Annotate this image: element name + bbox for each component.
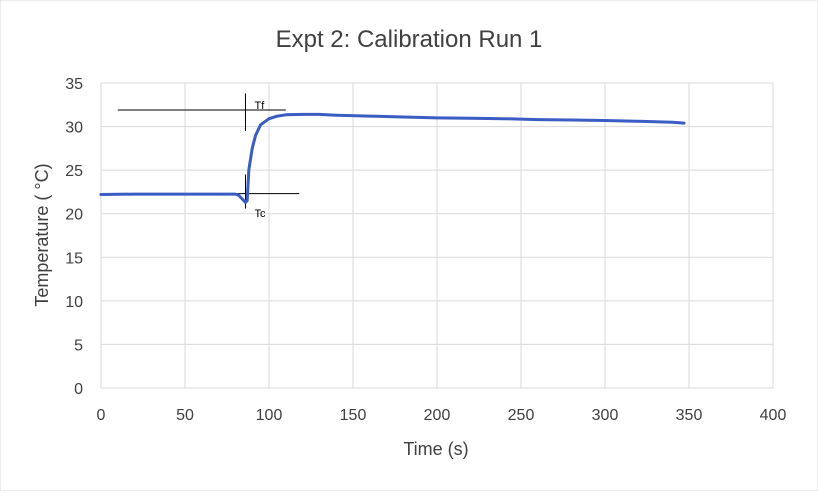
y-tick-label: 25 xyxy=(65,163,83,180)
y-tick-label: 0 xyxy=(74,381,83,398)
series-line xyxy=(99,112,686,204)
y-tick-label: 30 xyxy=(65,120,83,137)
y-tick-labels: 0 5 10 15 20 25 30 35 xyxy=(65,76,83,398)
x-axis-label: Time (s) xyxy=(403,439,468,459)
y-tick-label: 35 xyxy=(65,76,83,93)
x-tick-label: 300 xyxy=(592,407,619,424)
y-tick-label: 10 xyxy=(65,294,83,311)
x-tick-label: 400 xyxy=(760,407,787,424)
annotation-label-tc: Tc xyxy=(254,208,265,220)
y-tick-label: 5 xyxy=(74,337,83,354)
chart-title: Expt 2: Calibration Run 1 xyxy=(276,26,543,53)
x-tick-label: 100 xyxy=(256,407,283,424)
y-tick-label: 15 xyxy=(65,250,83,267)
x-tick-label: 350 xyxy=(676,407,703,424)
x-tick-label: 250 xyxy=(508,407,535,424)
x-tick-label: 50 xyxy=(176,407,194,424)
y-axis-label: Temperature ( °C) xyxy=(32,163,52,306)
x-tick-label: 200 xyxy=(424,407,451,424)
series-group xyxy=(99,112,686,204)
x-tick-labels: 0 50 100 150 200 250 300 350 400 xyxy=(97,407,787,424)
y-tick-label: 20 xyxy=(65,207,83,224)
gridlines xyxy=(100,82,774,389)
x-tick-label: 0 xyxy=(97,407,106,424)
annotation-label-tf: Tf xyxy=(254,100,265,112)
x-tick-label: 150 xyxy=(340,407,367,424)
